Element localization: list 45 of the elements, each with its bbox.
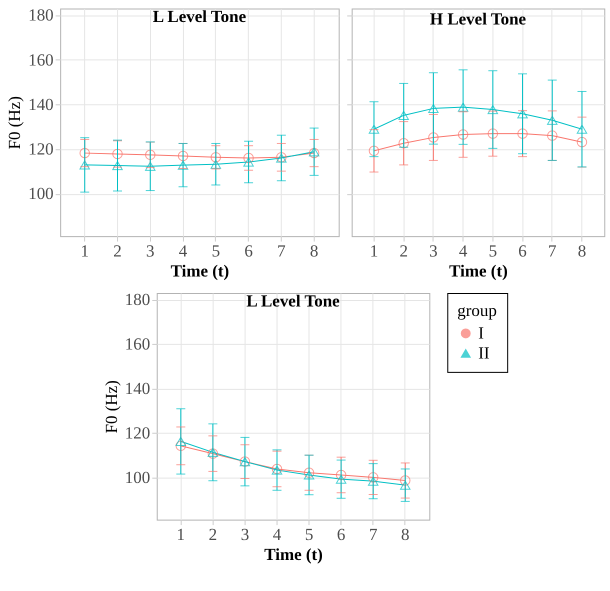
x-tick-label: 3: [146, 242, 155, 261]
x-tick-label: 2: [399, 242, 408, 261]
x-tick-label: 1: [370, 242, 378, 261]
x-tick-label: 5: [488, 242, 498, 261]
y-tick-label: 100: [28, 184, 54, 204]
x-tick-label: 4: [272, 525, 282, 544]
x-tick-label: 4: [178, 242, 188, 261]
x-tick-label: 8: [310, 242, 318, 261]
legend-label: II: [478, 343, 490, 362]
x-tick-label: 7: [548, 242, 556, 261]
y-axis-title: F0 (Hz): [102, 380, 121, 434]
x-tick-label: 8: [401, 525, 410, 544]
chart-title: H Level Tone: [430, 9, 527, 28]
x-tick-label: 1: [80, 242, 89, 261]
x-tick-label: 6: [336, 525, 346, 544]
y-tick-label: 120: [124, 423, 150, 442]
y-tick-label: 100: [124, 468, 150, 487]
y-tick-label: 140: [28, 94, 54, 114]
x-tick-label: 2: [113, 242, 122, 261]
x-tick-label: 5: [304, 525, 314, 544]
x-tick-label: 6: [518, 242, 527, 261]
x-tick-label: 4: [458, 242, 468, 261]
y-tick-label: 120: [28, 140, 54, 159]
y-tick-label: 160: [124, 334, 150, 354]
x-tick-label: 2: [208, 525, 218, 544]
y-tick-label: 180: [28, 6, 54, 25]
y-axis-title: F0 (Hz): [5, 96, 24, 150]
y-tick-label: 160: [28, 50, 54, 70]
x-tick-label: 1: [176, 525, 186, 544]
x-tick-label: 7: [368, 525, 378, 544]
x-axis-title: Time (t): [170, 262, 230, 281]
x-tick-label: 7: [277, 242, 286, 261]
x-tick-label: 6: [244, 242, 253, 261]
x-tick-label: 3: [240, 525, 250, 544]
chart-title: L Level Tone: [246, 292, 340, 311]
y-tick-label: 140: [124, 379, 150, 398]
y-tick-label: 180: [124, 290, 150, 310]
legend-label: I: [478, 323, 484, 342]
x-tick-label: 3: [429, 242, 438, 261]
x-axis-title: Time (t): [449, 262, 508, 281]
legend-title: group: [457, 300, 497, 320]
chart-title: L Level Tone: [152, 7, 247, 26]
x-tick-label: 5: [212, 242, 220, 261]
x-axis-title: Time (t): [264, 545, 323, 564]
x-tick-label: 8: [578, 242, 586, 261]
